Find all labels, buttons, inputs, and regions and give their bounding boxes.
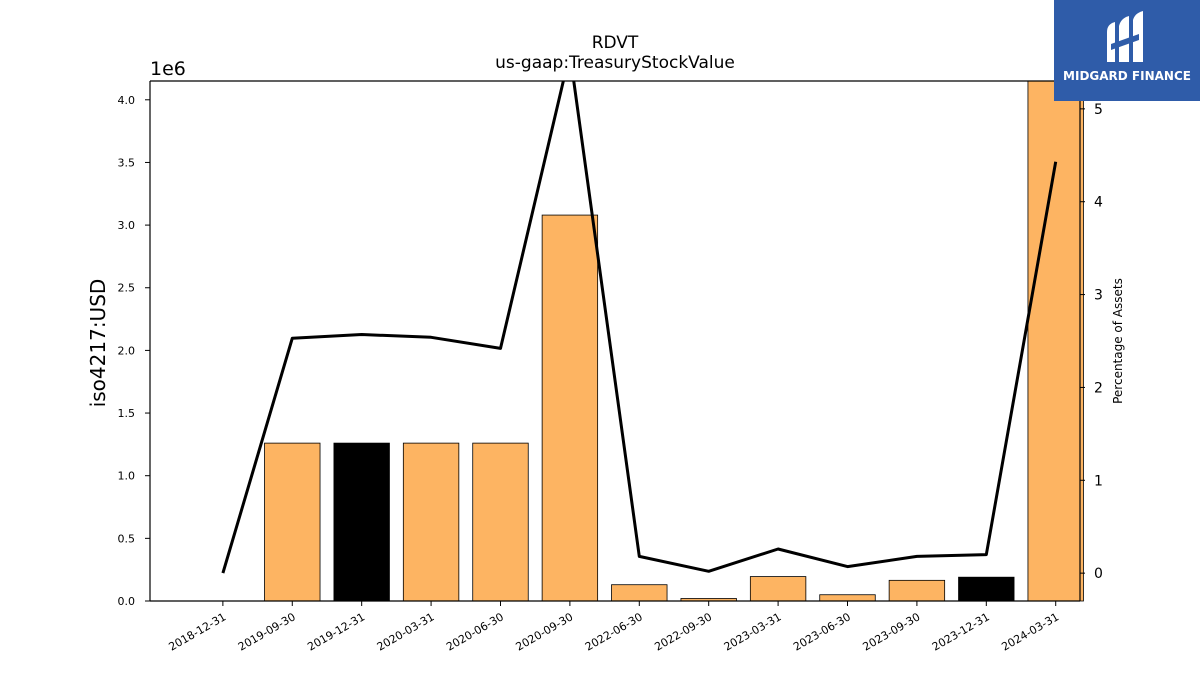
y2-tick-label-1: 1 bbox=[1094, 473, 1103, 489]
bar-2023-03-31 bbox=[749, 576, 807, 602]
y-offset-label: 1e6 bbox=[150, 58, 186, 80]
x-tick-label-2020-03-31: 2020-03-31 bbox=[375, 610, 437, 653]
chart-title: RDVT bbox=[592, 33, 639, 53]
x-tick-label-2024-03-31: 2024-03-31 bbox=[999, 610, 1061, 653]
bar-2020-09-30 bbox=[541, 214, 599, 602]
y2-tick-label-2: 2 bbox=[1094, 380, 1103, 396]
bars-layer bbox=[264, 80, 1084, 602]
y-tick-label-4: 2.0 bbox=[118, 344, 136, 357]
y-tick-label-2: 1.0 bbox=[118, 470, 136, 483]
chart-subtitle: us-gaap:TreasuryStockValue bbox=[495, 53, 735, 73]
y-tick-label-5: 2.5 bbox=[118, 282, 136, 295]
y2-tick-label-4: 4 bbox=[1094, 195, 1103, 211]
bar-2020-06-30 bbox=[472, 442, 529, 602]
y2-tick-label-5: 5 bbox=[1094, 102, 1103, 118]
y-tick-label-0: 0.0 bbox=[118, 595, 136, 608]
percentage-line bbox=[221, 81, 1058, 574]
y2-axis-label: Percentage of Assets bbox=[1111, 278, 1125, 404]
y2-tick-label-3: 3 bbox=[1094, 288, 1103, 304]
logo-text: MIDGARD FINANCE bbox=[1063, 69, 1191, 83]
x-tick-label-2019-12-31: 2019-12-31 bbox=[305, 610, 367, 653]
y-tick-label-1: 0.5 bbox=[118, 532, 136, 545]
bar-2020-03-31 bbox=[402, 442, 460, 602]
x-tick-label-2020-09-30: 2020-09-30 bbox=[514, 610, 576, 653]
y-tick-label-3: 1.5 bbox=[118, 407, 136, 420]
x-tick-label-2018-12-31: 2018-12-31 bbox=[167, 610, 229, 653]
bar-2023-09-30 bbox=[888, 579, 946, 602]
bar-2019-12-31 bbox=[333, 442, 390, 602]
bar-2023-12-31 bbox=[958, 576, 1015, 602]
line-layer bbox=[221, 81, 1058, 574]
x-tick-label-2023-09-30: 2023-09-30 bbox=[861, 610, 923, 653]
x-tick-label-2022-06-30: 2022-06-30 bbox=[583, 610, 645, 653]
y-axis-label: iso4217:USD bbox=[86, 279, 110, 408]
y-tick-label-8: 4.0 bbox=[118, 94, 136, 107]
y-tick-label-6: 3.0 bbox=[118, 219, 136, 232]
x-tick-label-2023-12-31: 2023-12-31 bbox=[930, 610, 992, 653]
x-tick-label-2023-03-31: 2023-03-31 bbox=[722, 610, 784, 653]
y-tick-label-7: 3.5 bbox=[118, 156, 136, 169]
x-tick-label-2020-06-30: 2020-06-30 bbox=[444, 610, 506, 653]
midgard-finance-logo: MIDGARD FINANCE bbox=[1054, 0, 1200, 101]
bar-2023-06-30 bbox=[819, 594, 876, 602]
y2-tick-label-0: 0 bbox=[1094, 566, 1103, 582]
x-tick-label-2023-06-30: 2023-06-30 bbox=[791, 610, 853, 653]
bar-2022-06-30 bbox=[611, 584, 668, 602]
x-tick-label-2022-09-30: 2022-09-30 bbox=[652, 610, 714, 653]
x-tick-label-2019-09-30: 2019-09-30 bbox=[236, 610, 298, 653]
bar-2019-09-30 bbox=[264, 442, 321, 602]
bar-2024-03-31 bbox=[1027, 80, 1084, 602]
logo-mark-icon bbox=[1107, 11, 1143, 62]
